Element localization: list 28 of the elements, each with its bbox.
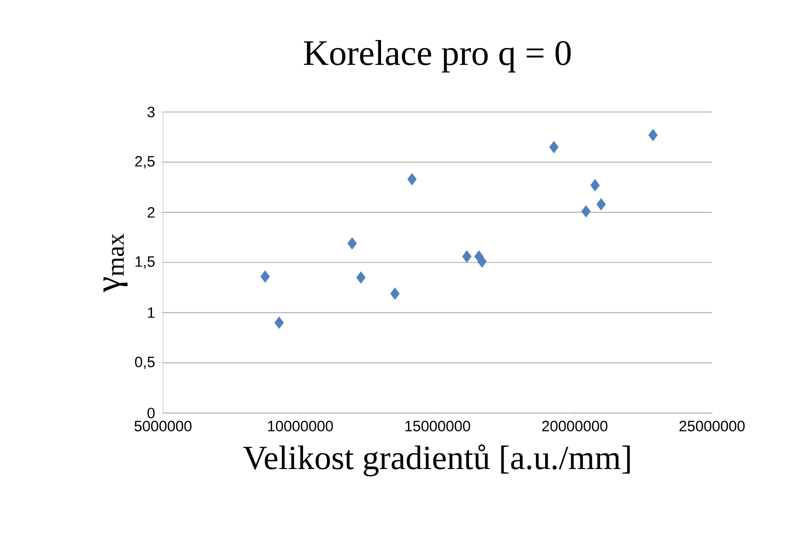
x-tick-label: 15000000 <box>405 420 470 432</box>
y-tick-label: 3 <box>147 106 155 118</box>
point <box>462 250 472 263</box>
point <box>356 271 366 284</box>
point <box>407 173 417 186</box>
point <box>549 140 559 154</box>
y-tick-label: 2 <box>148 207 154 218</box>
point <box>260 270 270 283</box>
y-tick-label: 0 <box>147 408 155 418</box>
chart-title: Korelace pro q = 0 <box>304 40 571 73</box>
point <box>596 198 606 210</box>
x-axis-title: Velikost gradientů [a.u./mm] <box>243 444 630 476</box>
point <box>477 255 487 268</box>
x-tick-label: 5000000 <box>134 420 192 432</box>
y-tick-label: 2,5 <box>135 156 155 168</box>
point <box>648 128 658 142</box>
point <box>274 316 284 329</box>
y-tick-label: 1,5 <box>136 256 155 269</box>
y-tick-label: 1 <box>148 308 154 318</box>
point <box>590 179 600 192</box>
y-tick-label: 0,5 <box>135 356 155 369</box>
point <box>390 287 400 300</box>
y-axis-title: γ$_{max}$ <box>104 234 128 292</box>
point <box>347 237 357 250</box>
x-tick-label: 25000000 <box>680 420 745 432</box>
point <box>581 205 591 218</box>
x-tick-label: 10000000 <box>268 420 333 432</box>
x-tick-label: 20000000 <box>542 420 608 432</box>
